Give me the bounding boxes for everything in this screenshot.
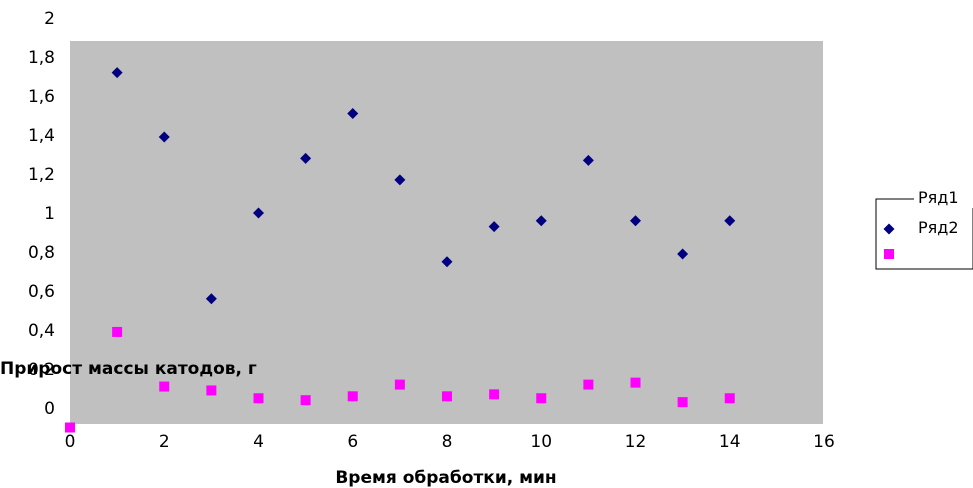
y-tick-label: 0	[44, 399, 55, 419]
x-axis-title: Время обработки, мин	[335, 468, 556, 488]
data-point	[442, 391, 452, 402]
data-point	[488, 221, 500, 233]
y-tick-label: 0,4	[28, 321, 55, 341]
data-point	[253, 207, 264, 219]
data-point	[441, 256, 453, 268]
data-point	[535, 215, 547, 227]
y-tick-label: 1,8	[28, 48, 55, 68]
legend-label: Ряд1	[918, 188, 959, 207]
x-tick-label: 2	[159, 432, 170, 452]
legend-label-background	[914, 188, 973, 208]
y-tick-label: 1,6	[28, 87, 55, 107]
data-point	[630, 215, 641, 227]
x-tick-label: 0	[65, 432, 76, 452]
data-point	[677, 397, 688, 408]
data-point	[489, 389, 500, 400]
data-point	[65, 422, 75, 433]
data-point	[582, 154, 594, 166]
data-point	[677, 248, 689, 260]
data-point	[300, 152, 312, 164]
data-point	[205, 293, 217, 305]
data-point	[300, 395, 311, 406]
data-point	[347, 108, 359, 120]
series-1	[111, 67, 736, 305]
data-point	[394, 379, 405, 390]
y-tick-label: 1,4	[28, 126, 55, 146]
data-point	[583, 379, 594, 390]
legend-label: Ряд2	[918, 218, 959, 237]
x-tick-label: 14	[719, 432, 741, 452]
x-tick-label: 10	[530, 432, 552, 452]
data-point	[536, 393, 547, 404]
legend-marker	[884, 249, 894, 259]
series-2	[65, 326, 735, 433]
y-tick-label: 1,2	[28, 165, 55, 185]
data-points	[65, 67, 736, 433]
y-tick-label: 0,8	[28, 243, 55, 263]
y-axis-title: Прирост массы катодов, г	[0, 359, 257, 379]
y-tick-label: 0,6	[28, 282, 55, 302]
data-point	[347, 391, 358, 402]
data-point	[112, 326, 123, 337]
data-point	[159, 381, 170, 392]
y-tick-label: 1	[44, 204, 55, 224]
x-axis-ticks: 0 2 4 6 8 10 12 14 16	[65, 432, 835, 452]
data-point	[206, 385, 217, 396]
plot-area	[70, 41, 823, 424]
x-tick-label: 8	[442, 432, 453, 452]
data-point	[724, 393, 735, 404]
y-tick-label: 2	[44, 9, 55, 29]
data-point	[394, 174, 406, 186]
x-tick-label: 12	[625, 432, 647, 452]
x-tick-label: 4	[253, 432, 264, 452]
x-tick-label: 16	[813, 432, 835, 452]
data-point	[253, 393, 264, 404]
x-tick-label: 6	[347, 432, 358, 452]
data-point	[630, 377, 641, 388]
y-tick-label: 0,2	[28, 360, 55, 380]
legend: Ряд1 Ряд2	[875, 188, 973, 270]
data-point	[724, 215, 736, 227]
y-axis-ticks: 0 0,2 0,4 0,6 0,8 1 1,2 1,4 1,6 1,8 2	[28, 9, 55, 419]
data-point	[111, 67, 123, 79]
data-point	[158, 131, 170, 143]
legend-marker	[883, 223, 895, 235]
